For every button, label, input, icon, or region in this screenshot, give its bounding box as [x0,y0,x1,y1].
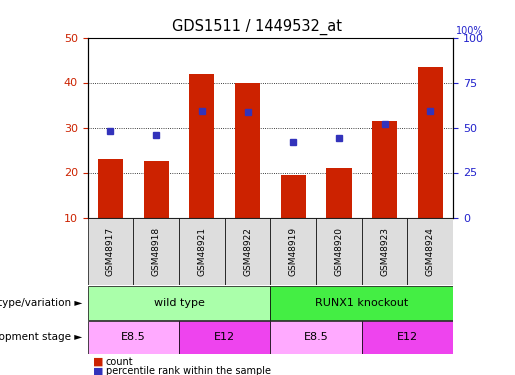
Text: GSM48924: GSM48924 [426,227,435,276]
Bar [270,286,453,320]
Bar [88,217,133,285]
Bar [407,217,453,285]
Text: count: count [106,357,133,367]
Bar [270,217,316,285]
Text: E12: E12 [214,333,235,342]
Bar [225,217,270,285]
Text: ■: ■ [93,366,103,375]
Bar [281,175,306,217]
Bar [144,161,169,218]
Bar [88,286,270,320]
Bar [179,217,225,285]
Bar [327,168,352,217]
Bar [179,321,270,354]
Bar [98,159,123,218]
Text: ■: ■ [93,357,103,367]
Text: GSM48918: GSM48918 [151,226,161,276]
Bar [235,82,260,218]
Text: genotype/variation ►: genotype/variation ► [0,298,82,308]
Bar [362,217,407,285]
Text: E12: E12 [397,333,418,342]
Text: percentile rank within the sample: percentile rank within the sample [106,366,270,375]
Text: E8.5: E8.5 [121,333,146,342]
Text: GSM48923: GSM48923 [380,227,389,276]
Bar [372,121,397,218]
Text: RUNX1 knockout: RUNX1 knockout [315,298,408,308]
Text: GSM48917: GSM48917 [106,226,115,276]
Text: GSM48921: GSM48921 [197,227,207,276]
Bar [189,74,214,217]
Bar [133,217,179,285]
Text: GSM48919: GSM48919 [289,226,298,276]
Text: GDS1511 / 1449532_at: GDS1511 / 1449532_at [173,19,342,35]
Text: development stage ►: development stage ► [0,333,82,342]
Bar [270,321,362,354]
Bar [316,217,362,285]
Bar [418,67,443,218]
Bar [362,321,453,354]
Text: wild type: wild type [153,298,204,308]
Text: GSM48920: GSM48920 [334,227,344,276]
Text: E8.5: E8.5 [304,333,329,342]
Bar [88,321,179,354]
Text: 100%: 100% [456,26,483,36]
Text: GSM48922: GSM48922 [243,227,252,276]
